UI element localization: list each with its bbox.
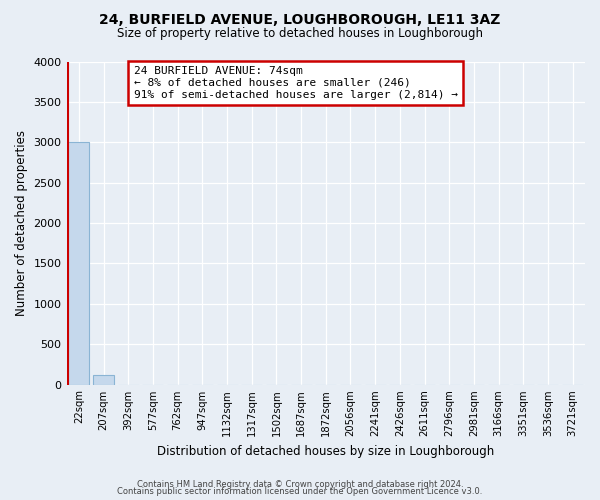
Y-axis label: Number of detached properties: Number of detached properties [15, 130, 28, 316]
Bar [93, 375, 114, 384]
Text: Contains HM Land Registry data © Crown copyright and database right 2024.: Contains HM Land Registry data © Crown c… [137, 480, 463, 489]
X-axis label: Distribution of detached houses by size in Loughborough: Distribution of detached houses by size … [157, 444, 494, 458]
Bar [68, 142, 89, 384]
Text: 24, BURFIELD AVENUE, LOUGHBOROUGH, LE11 3AZ: 24, BURFIELD AVENUE, LOUGHBOROUGH, LE11 … [100, 12, 500, 26]
Text: 24 BURFIELD AVENUE: 74sqm
← 8% of detached houses are smaller (246)
91% of semi-: 24 BURFIELD AVENUE: 74sqm ← 8% of detach… [134, 66, 458, 100]
Text: Contains public sector information licensed under the Open Government Licence v3: Contains public sector information licen… [118, 488, 482, 496]
Text: Size of property relative to detached houses in Loughborough: Size of property relative to detached ho… [117, 28, 483, 40]
